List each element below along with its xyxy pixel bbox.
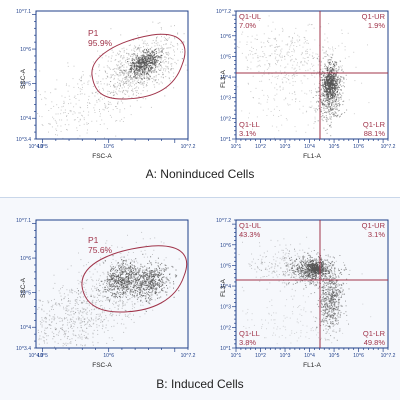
- axis-ticks: 10^1 10^2 10^3 10^4 10^5 10^6 10^7.2 10^1 10^2 10…: [216, 218, 396, 359]
- scatter-dots: [37, 21, 188, 139]
- gate-percent: 75.6%: [88, 245, 113, 255]
- quadrant-ul-name: Q1-UL: [239, 221, 261, 230]
- y-tick-label: 10^7.2: [216, 9, 231, 15]
- x-axis-label: FSC-A: [92, 362, 112, 369]
- quadrant-ll-name: Q1-LL: [239, 329, 260, 338]
- gate-name: P1: [88, 235, 99, 245]
- axis-ticks: 10^4.910^5 10^6 10^7.210^3.410^410^510^610…: [16, 9, 196, 150]
- y-tick-label: 10^6: [20, 47, 31, 53]
- x-tick-label: 10^7.2: [381, 144, 396, 150]
- gate-name: P1: [88, 28, 99, 38]
- x-tick-label: 10^7.2: [381, 353, 396, 359]
- quadrant-ur-name: Q1-UR: [362, 12, 386, 21]
- quadrant-lr-percent: 49.8%: [364, 338, 386, 347]
- plot-a-fsc-ssc: 10^4.910^5 10^6 10^7.210^3.410^410^510^610…: [16, 9, 196, 160]
- x-tick-label: 10^7.2: [181, 144, 196, 150]
- x-tick-label: 10^4: [304, 353, 315, 359]
- x-tick-label: 10^6: [103, 353, 114, 359]
- y-tick-label: 10^7.1: [16, 218, 31, 224]
- y-tick-label: 10^5: [220, 54, 231, 60]
- x-tick-label: 10^3: [280, 353, 291, 359]
- y-tick-label: 10^5: [220, 263, 231, 269]
- y-tick-label: 10^5: [20, 291, 31, 297]
- plot-frame: [35, 219, 189, 349]
- x-tick-label: 10^5: [37, 144, 48, 150]
- x-tick-label: 10^1: [231, 353, 242, 359]
- gate-p1: [91, 33, 186, 100]
- y-tick-label: 10^7.2: [216, 218, 231, 224]
- axis-ticks: 10^1 10^2 10^3 10^4 10^5 10^6 10^7.2 10^1 10^2 10…: [216, 9, 396, 150]
- y-tick-label: 10^4: [220, 75, 231, 81]
- quadrant-ul-percent: 7.0%: [239, 21, 256, 30]
- y-tick-label: 10^4: [20, 116, 31, 122]
- y-tick-label: 10^6: [220, 243, 231, 249]
- plot-b-fl1-fl3: 10^1 10^2 10^3 10^4 10^5 10^6 10^7.2 10^1 10^2 10…: [216, 218, 396, 369]
- quadrant-ur-percent: 3.1%: [368, 230, 385, 239]
- quadrant-ur-name: Q1-UR: [362, 221, 386, 230]
- panel-b-background: [0, 197, 400, 400]
- y-tick-label: 10^6: [20, 256, 31, 262]
- x-tick-label: 10^2: [255, 144, 266, 150]
- x-tick-label: 10^5: [37, 353, 48, 359]
- y-tick-label: 10^3: [220, 305, 231, 311]
- x-axis-label: FL1-A: [303, 362, 321, 369]
- panel-divider: [0, 197, 400, 198]
- x-tick-label: 10^4.9: [29, 353, 44, 359]
- y-tick-label: 10^4: [20, 325, 31, 331]
- x-tick-label: 10^5: [329, 144, 340, 150]
- quadrant-lr-name: Q1-LR: [363, 329, 386, 338]
- x-tick-label: 10^3: [280, 144, 291, 150]
- x-tick-label: 10^1: [231, 144, 242, 150]
- y-tick-label: 10^3.4: [16, 137, 31, 143]
- scatter-dots: [37, 228, 180, 348]
- x-tick-label: 10^7.2: [181, 353, 196, 359]
- y-axis-label: FL3-A: [220, 69, 227, 87]
- y-tick-label: 10^1: [220, 346, 231, 352]
- quadrant-ul-name: Q1-UL: [239, 12, 261, 21]
- plot-frame: [35, 10, 189, 140]
- y-tick-label: 10^5: [20, 82, 31, 88]
- y-tick-label: 10^4: [220, 284, 231, 290]
- x-tick-label: 10^4: [304, 144, 315, 150]
- scatter-dots: [238, 236, 372, 348]
- x-axis-label: FL1-A: [303, 153, 321, 160]
- y-axis-label: FL3-A: [220, 278, 227, 296]
- x-tick-label: 10^6: [353, 353, 364, 359]
- x-tick-label: 10^6: [103, 144, 114, 150]
- y-tick-label: 10^3: [220, 96, 231, 102]
- plot-frame: [235, 10, 389, 140]
- quadrant-ll-percent: 3.8%: [239, 338, 256, 347]
- quadrant-ll-name: Q1-LL: [239, 120, 260, 129]
- x-tick-label: 10^5: [329, 353, 340, 359]
- y-tick-label: 10^3.4: [16, 346, 31, 352]
- gate-percent: 95.9%: [88, 38, 113, 48]
- x-tick-label: 10^6: [353, 144, 364, 150]
- quadrant-lr-name: Q1-LR: [363, 120, 386, 129]
- caption-noninduced: A: Noninduced Cells: [145, 167, 255, 181]
- x-tick-label: 10^2: [255, 353, 266, 359]
- y-tick-label: 10^7.1: [16, 9, 31, 15]
- plot-a-fl1-fl3: 10^1 10^2 10^3 10^4 10^5 10^6 10^7.2 10^1 10^2 10…: [216, 9, 396, 160]
- quadrant-ul-percent: 43.3%: [239, 230, 261, 239]
- y-tick-label: 10^2: [220, 325, 231, 331]
- y-tick-label: 10^2: [220, 116, 231, 122]
- caption-induced: B: Induced Cells: [156, 377, 244, 391]
- quadrant-ur-percent: 1.9%: [368, 21, 385, 30]
- x-tick-label: 10^4.9: [29, 144, 44, 150]
- y-axis-label: SSC-A: [20, 277, 27, 298]
- axis-ticks: 10^4.910^5 10^6 10^7.210^3.410^410^510^610…: [16, 218, 196, 359]
- plot-b-fsc-ssc: 10^4.910^5 10^6 10^7.210^3.410^410^510^610…: [16, 218, 196, 369]
- x-axis-label: FSC-A: [92, 153, 112, 160]
- quadrant-ll-percent: 3.1%: [239, 129, 256, 138]
- y-axis-label: SSC-A: [20, 68, 27, 89]
- gate-p1: [81, 245, 188, 313]
- y-tick-label: 10^6: [220, 34, 231, 40]
- y-tick-label: 10^1: [220, 137, 231, 143]
- quadrant-lr-percent: 88.1%: [364, 129, 386, 138]
- plot-frame: [235, 219, 389, 349]
